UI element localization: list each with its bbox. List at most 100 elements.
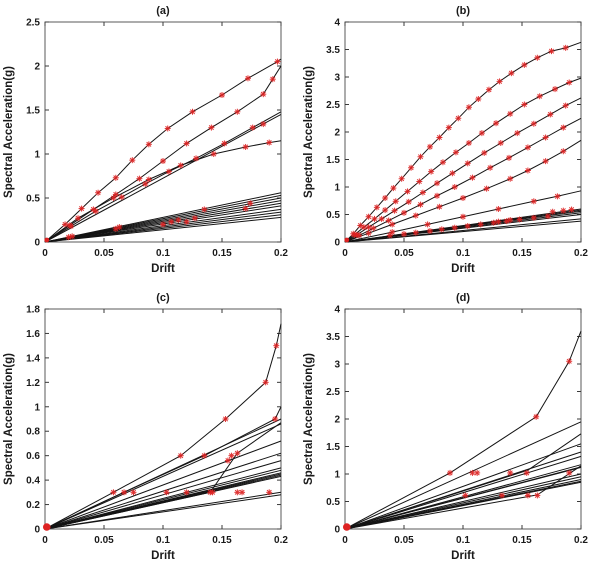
chart-text: 0 [42, 535, 48, 546]
data-marker [438, 226, 445, 233]
data-marker [475, 96, 482, 102]
subplot-c-chart: 0 0.05 0.1 0.15 0.2 0 0.2 0.4 0.6 0.8 1 1.2 1.4 1.6 1.… [3, 292, 288, 562]
plot-box [44, 308, 282, 530]
data-marker [209, 489, 216, 496]
data-marker [266, 489, 273, 496]
data-marker [112, 174, 119, 181]
chart-text: 0.1 [156, 535, 170, 546]
chart-text: (c) [156, 292, 170, 304]
data-marker [247, 200, 254, 207]
chart-text: 2.5 [26, 18, 40, 29]
data-marker [455, 115, 462, 122]
data-marker [405, 198, 412, 205]
chart-text: 1 [334, 183, 340, 194]
data-marker [272, 416, 279, 422]
data-line [44, 452, 282, 530]
chart-text: 0.2 [274, 248, 288, 259]
data-marker [378, 215, 385, 222]
data-marker [474, 469, 481, 476]
chart-text: 0.15 [212, 535, 232, 546]
chart-text: 3.5 [326, 45, 340, 56]
chart-text: 0.6 [26, 451, 40, 462]
chart-text: Drift [151, 263, 175, 275]
data-marker [496, 78, 503, 85]
data-marker [193, 155, 200, 162]
data-marker [521, 101, 528, 108]
data-marker [262, 379, 269, 386]
data-marker [566, 79, 573, 86]
subplot-a-chart: 0 0.05 0.1 0.15 0.2 0 0.5 1 1.5 2 2.5 (a) Drift Spect… [3, 5, 288, 275]
data-marker [266, 139, 273, 146]
data-line [44, 475, 282, 530]
data-marker [221, 140, 228, 147]
data-marker [234, 489, 241, 496]
chart-text: (a) [156, 5, 170, 17]
data-line [44, 494, 282, 530]
data-lines [344, 41, 582, 243]
data-marker [562, 44, 569, 51]
data-marker [273, 342, 280, 349]
data-marker [385, 217, 392, 224]
chart-text: 0.05 [94, 248, 114, 259]
data-marker [566, 358, 573, 365]
data-marker [390, 185, 397, 192]
data-marker [365, 213, 372, 220]
data-marker [560, 207, 567, 214]
data-marker [451, 184, 458, 190]
data-marker [548, 48, 555, 55]
origin-marker-cluster [42, 523, 51, 531]
chart-text: 0.2 [574, 535, 588, 546]
series-markers [447, 358, 573, 499]
data-line [344, 139, 582, 243]
chart-text: Spectral Acceleration(g) [3, 66, 15, 198]
chart-text: 1 [34, 150, 40, 161]
data-marker [524, 167, 531, 174]
data-marker [391, 207, 398, 214]
chart-text: 0.5 [326, 210, 340, 221]
subplot-b: 0 0.05 0.1 0.15 0.2 0 0.5 1 1.5 2 2.5 3 3.5 4 (b) Drift… [300, 0, 600, 286]
data-marker [175, 217, 182, 223]
chart-text: 0.05 [94, 535, 114, 546]
chart-text: 4 [334, 305, 340, 316]
data-marker [490, 219, 497, 226]
data-marker [228, 452, 235, 459]
data-line [344, 190, 582, 243]
data-marker [392, 198, 399, 205]
data-marker [465, 104, 472, 111]
chart-text: 0.5 [26, 194, 40, 205]
data-marker [164, 125, 171, 132]
data-line [344, 220, 582, 243]
plot-box [344, 308, 582, 530]
data-marker [365, 224, 372, 231]
data-marker [562, 102, 569, 109]
data-marker [370, 225, 377, 232]
data-marker [224, 457, 231, 464]
data-line [344, 466, 582, 530]
chart-text: Drift [451, 550, 475, 562]
data-marker [160, 221, 166, 228]
data-marker [365, 230, 372, 237]
data-marker [92, 208, 99, 215]
data-marker [485, 86, 492, 93]
data-marker [234, 450, 241, 457]
data-marker [524, 492, 531, 499]
chart-text: 2.5 [326, 387, 340, 398]
chart-text: (b) [456, 5, 470, 17]
data-marker [530, 120, 537, 127]
data-marker [95, 189, 102, 196]
data-marker [465, 140, 472, 146]
chart-text: 0.8 [26, 427, 40, 438]
chart-text: 3 [334, 73, 340, 84]
chart-text: 2 [334, 128, 340, 139]
data-marker [189, 108, 196, 115]
data-marker [542, 158, 549, 165]
chart-text: 1.5 [326, 155, 340, 166]
data-marker [495, 206, 502, 212]
data-marker [417, 153, 424, 160]
data-lines [344, 330, 582, 530]
data-marker [371, 215, 378, 222]
data-marker [412, 229, 419, 236]
subplot-d-chart: 0 0.05 0.1 0.15 0.2 0 0.5 1 1.5 2 2.5 3 3.5 4 (d) Drift… [303, 292, 588, 562]
data-line [344, 451, 582, 530]
data-marker [436, 203, 443, 210]
